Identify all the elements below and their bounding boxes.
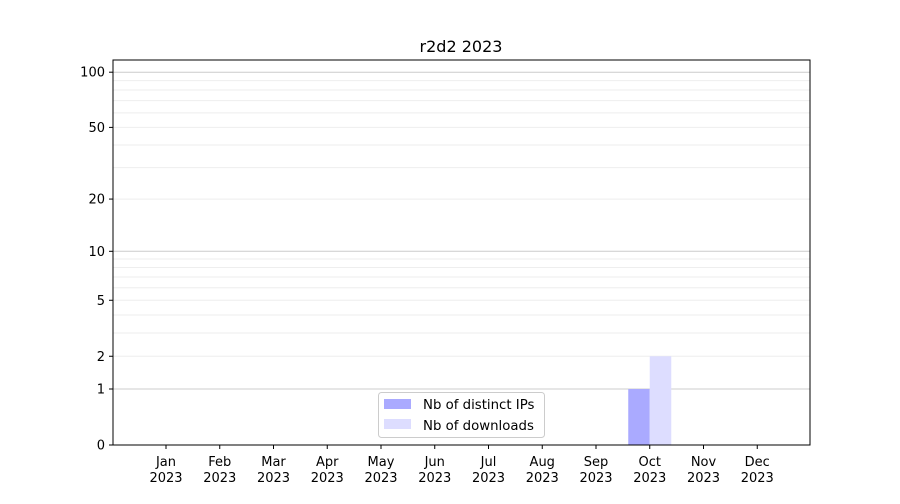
x-tick-label: Mar 2023 [257,455,290,486]
grid [113,71,810,390]
y-tick-label: 10 [88,245,105,260]
x-tick-label: Feb 2023 [203,455,236,486]
x-tick-label: Dec 2023 [741,455,774,486]
x-axis: Jan 2023 Feb 2023 Mar 2023 Apr 2023 May 2023 Jun 20… [149,445,774,486]
y-tick-label: 50 [88,121,105,136]
y-tick-label: 20 [88,193,105,208]
legend: Nb of distinct IPs Nb of downloads [378,392,545,438]
bar-distinct-ips [628,389,650,445]
y-tick-label: 0 [97,439,105,454]
x-tick-label: Sep 2023 [579,455,612,486]
legend-swatch-downloads [384,419,411,429]
x-tick-label: Apr 2023 [311,455,344,486]
x-tick-label: Aug 2023 [526,455,559,486]
x-tick-label: Jan 2023 [149,455,182,486]
legend-swatch-ips [384,399,411,409]
y-tick-label: 2 [97,350,105,365]
y-tick-label: 5 [97,294,105,309]
x-tick-label: Jun 2023 [418,455,451,486]
legend-label-ips: Nb of distinct IPs [423,398,535,413]
bar-downloads [649,356,672,445]
x-tick-label: Oct 2023 [633,455,666,486]
legend-label-downloads: Nb of downloads [423,419,534,434]
x-tick-label: May 2023 [364,455,397,486]
y-tick-label: 100 [80,66,105,81]
plot-frame [112,59,811,446]
x-tick-label: Nov 2023 [687,455,720,486]
y-axis: 0 1 2 5 10 20 50 100 [80,66,113,454]
x-tick-label: Jul 2023 [472,455,505,486]
chart-title: r2d2 2023 [420,37,503,56]
y-tick-label: 1 [97,383,105,398]
bars [628,356,672,445]
legend-box [378,392,545,438]
